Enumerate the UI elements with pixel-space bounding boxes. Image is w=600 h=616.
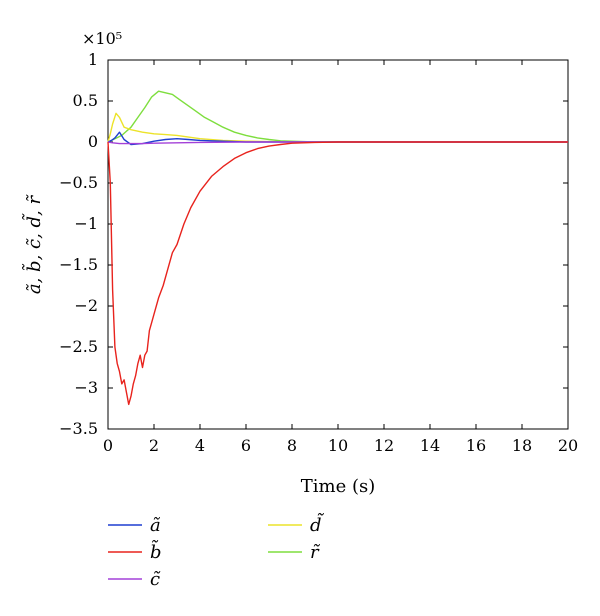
x-tick-label: 10 (328, 436, 348, 455)
y-axis-label: ã, b̃, c̃, d̃, r̃ (22, 194, 45, 294)
series-lines (107, 90, 568, 406)
x-tick-label: 0 (103, 436, 113, 455)
y-tick-label: −2 (74, 296, 98, 315)
y-tick-label: −2.5 (59, 337, 98, 356)
x-tick-label: 16 (466, 436, 486, 455)
x-tick-label: 14 (420, 436, 440, 455)
x-tick-label: 2 (149, 436, 159, 455)
x-tick-label: 8 (287, 436, 297, 455)
axis-ticks (107, 59, 569, 430)
x-tick-label: 12 (374, 436, 394, 455)
y-tick-label: −0.5 (59, 173, 98, 192)
y-tick-label: −3.5 (59, 419, 98, 438)
y-tick-label: 0.5 (73, 91, 98, 110)
legend-label: d̃ (310, 513, 325, 536)
plot-area (107, 59, 569, 430)
series-line-2 (107, 141, 568, 406)
legend-label: b̃ (150, 540, 162, 563)
legend-label: c̃ (150, 569, 161, 590)
y-multiplier: ×10⁵ (82, 29, 122, 48)
series-line-3 (107, 141, 568, 145)
x-axis-label: Time (s) (301, 476, 376, 497)
x-tick-label: 4 (195, 436, 205, 455)
y-tick-label: −1.5 (59, 255, 98, 274)
y-tick-label: −1 (74, 214, 98, 233)
x-tick-label: 6 (241, 436, 251, 455)
x-tick-label: 20 (558, 436, 578, 455)
legend-label: r̃ (310, 542, 320, 563)
tick-labels: 0 2 4 6 8 10 12 14 16 18 20 1 0.5 0 −0.5 −1 −1.5 −2 −2.5 −3… (59, 50, 578, 455)
x-tick-label: 18 (512, 436, 532, 455)
y-tick-label: 0 (88, 132, 98, 151)
y-tick-label: 1 (88, 50, 98, 69)
y-tick-label: −3 (74, 378, 98, 397)
legend-label: ã (150, 515, 161, 536)
legend: ã b̃ c̃ d̃ r̃ (108, 513, 325, 590)
series-line-4 (107, 112, 568, 143)
